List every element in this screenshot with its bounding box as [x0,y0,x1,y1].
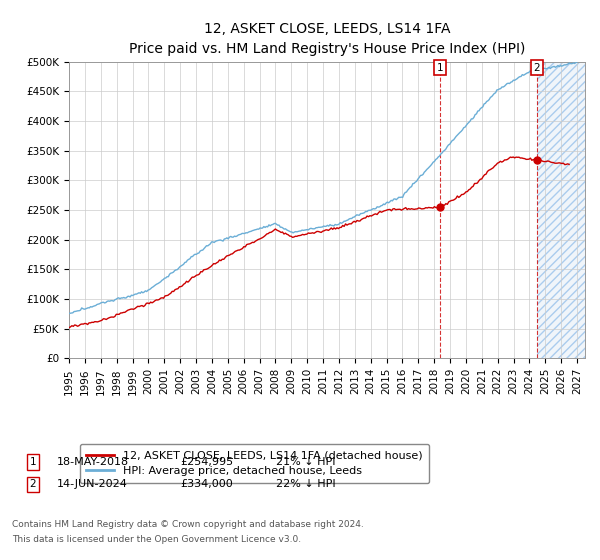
Text: 14-JUN-2024: 14-JUN-2024 [57,479,128,489]
Text: 2: 2 [533,63,540,73]
Text: 22% ↓ HPI: 22% ↓ HPI [276,479,335,489]
Text: Contains HM Land Registry data © Crown copyright and database right 2024.: Contains HM Land Registry data © Crown c… [12,520,364,529]
Text: 1: 1 [29,457,37,467]
Text: 1: 1 [437,63,443,73]
Text: £254,995: £254,995 [180,457,233,467]
Bar [537,62,585,358]
Text: 2: 2 [29,479,37,489]
Text: 21% ↓ HPI: 21% ↓ HPI [276,457,335,467]
Bar [537,62,585,358]
Legend: 12, ASKET CLOSE, LEEDS, LS14 1FA (detached house), HPI: Average price, detached : 12, ASKET CLOSE, LEEDS, LS14 1FA (detach… [80,444,430,483]
Text: 18-MAY-2018: 18-MAY-2018 [57,457,129,467]
Text: This data is licensed under the Open Government Licence v3.0.: This data is licensed under the Open Gov… [12,535,301,544]
Text: £334,000: £334,000 [180,479,233,489]
Title: 12, ASKET CLOSE, LEEDS, LS14 1FA
Price paid vs. HM Land Registry's House Price I: 12, ASKET CLOSE, LEEDS, LS14 1FA Price p… [129,22,525,56]
